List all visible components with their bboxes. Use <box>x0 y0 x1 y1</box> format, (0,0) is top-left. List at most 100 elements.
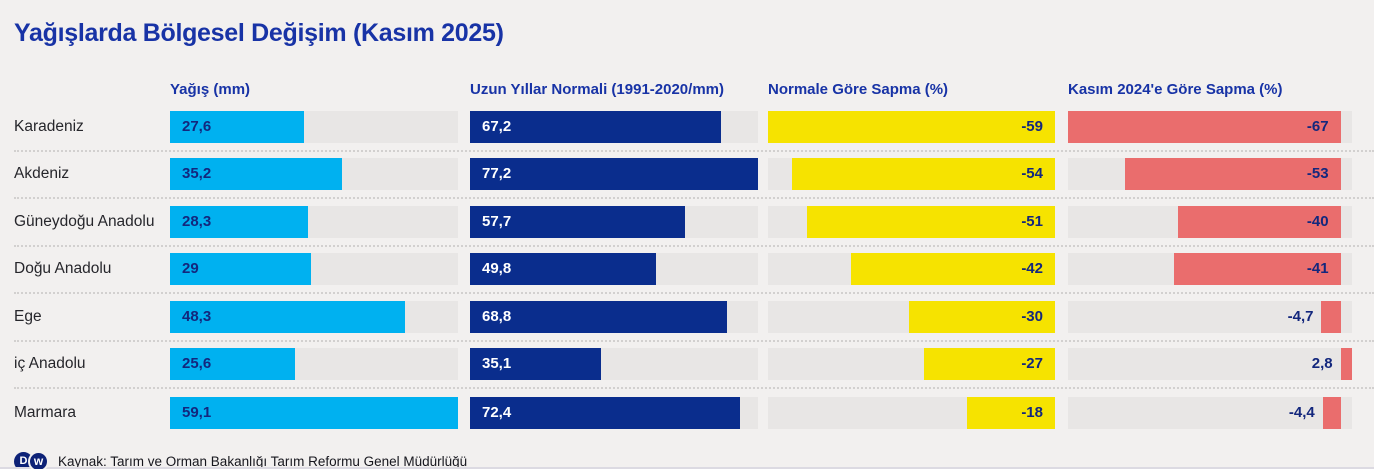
bar-track: 28,3 <box>170 205 458 238</box>
bar <box>170 253 312 286</box>
bar-track: -4,4 <box>1068 396 1352 429</box>
bar-track: -41 <box>1068 253 1352 286</box>
bar-track: 27,6 <box>170 110 458 143</box>
bar <box>470 205 686 238</box>
page-title: Yağışlarda Bölgesel Değişim (Kasım 2025) <box>14 19 504 47</box>
bar-value-label: 35,2 <box>182 165 212 183</box>
bar-value-label: -4,4 <box>1288 403 1315 421</box>
table-row: Doğu Anadolu 29 49,8 -42 -41 <box>14 247 1374 294</box>
bar-value-label: -53 <box>1306 165 1329 183</box>
bar-track: -54 <box>768 158 1055 191</box>
bar-value-label: 49,8 <box>482 260 512 278</box>
bar-track: -53 <box>1068 158 1352 191</box>
bar <box>1068 110 1341 143</box>
region-label: Marmara <box>14 403 77 421</box>
bar <box>470 158 758 191</box>
table-row: Güneydoğu Anadolu 28,3 57,7 -51 -40 <box>14 199 1374 247</box>
region-label: Karadeniz <box>14 117 84 135</box>
bar-value-label: 67,2 <box>482 117 512 135</box>
bar-value-label: 57,7 <box>482 212 512 230</box>
dw-logo-w: w <box>28 450 49 469</box>
bar <box>170 300 406 333</box>
bar-track: -40 <box>1068 205 1352 238</box>
bar <box>1173 253 1341 286</box>
bar <box>470 396 741 429</box>
table-row: Marmara 59,1 72,4 -18 -4,4 <box>14 389 1374 437</box>
bar-value-label: -41 <box>1306 260 1329 278</box>
column-header-sapma-2024: Kasım 2024'e Göre Sapma (%) <box>1068 81 1283 98</box>
bar <box>170 110 305 143</box>
bar <box>923 348 1055 381</box>
bar <box>470 348 601 381</box>
bar-track: 72,4 <box>470 396 758 429</box>
bar-track: 68,8 <box>470 300 758 333</box>
bar-value-label: -30 <box>1021 307 1043 325</box>
bar-value-label: -4,7 <box>1287 307 1314 325</box>
bar-track: -51 <box>768 205 1055 238</box>
bar-track: 49,8 <box>470 253 758 286</box>
bar <box>470 300 727 333</box>
bar-track: 59,1 <box>170 396 458 429</box>
bar-track: 2,8 <box>1068 348 1352 381</box>
bar <box>1177 205 1341 238</box>
bar-track: -59 <box>768 110 1055 143</box>
bar-track: 77,2 <box>470 158 758 191</box>
bar <box>967 396 1055 429</box>
bar-track: -18 <box>768 396 1055 429</box>
bar-value-label: 29 <box>182 260 199 278</box>
bar-track: 67,2 <box>470 110 758 143</box>
bar-value-label: -51 <box>1021 212 1043 230</box>
bar-value-label: -18 <box>1021 403 1043 421</box>
bar-value-label: -67 <box>1306 117 1329 135</box>
bar-track: 57,7 <box>470 205 758 238</box>
bar <box>768 110 1055 143</box>
bar-value-label: 59,1 <box>182 403 212 421</box>
table-row: Karadeniz 27,6 67,2 -59 -67 <box>14 104 1374 152</box>
region-label: Ege <box>14 307 42 325</box>
bar-track: 35,1 <box>470 348 758 381</box>
region-label: Akdeniz <box>14 165 70 183</box>
bar-track: 25,6 <box>170 348 458 381</box>
bar-value-label: 27,6 <box>182 117 212 135</box>
bar-value-label: 2,8 <box>1311 355 1333 373</box>
bar <box>1340 348 1352 381</box>
bar <box>806 205 1055 238</box>
bar-track: -67 <box>1068 110 1352 143</box>
bar <box>170 396 458 429</box>
bar <box>170 205 308 238</box>
bar-value-label: -54 <box>1021 165 1043 183</box>
bar <box>470 253 656 286</box>
bar-value-label: -59 <box>1021 117 1043 135</box>
dw-logo-icon: D w <box>14 450 49 469</box>
column-headers: Yağış (mm) Uzun Yıllar Normali (1991-202… <box>14 76 1374 98</box>
footer: D w Kaynak: Tarım ve Orman Bakanlığı Tar… <box>14 450 1374 469</box>
bar-value-label: 48,3 <box>182 307 212 325</box>
bar-value-label: -27 <box>1021 355 1043 373</box>
bar-value-label: 77,2 <box>482 165 512 183</box>
bar <box>1124 158 1341 191</box>
bar <box>1322 396 1341 429</box>
bar <box>1321 300 1341 333</box>
table-row: Akdeniz 35,2 77,2 -54 -53 <box>14 152 1374 199</box>
chart-rows: Karadeniz 27,6 67,2 -59 -67 Akdeniz 35,2 77,2 -5… <box>14 104 1374 437</box>
region-label: Güneydoğu Anadolu <box>14 212 155 230</box>
bar-value-label: 25,6 <box>182 355 212 373</box>
bar-track: -4,7 <box>1068 300 1352 333</box>
bar <box>470 110 721 143</box>
table-row: iç Anadolu 25,6 35,1 -27 2,8 <box>14 342 1374 389</box>
bar <box>170 158 342 191</box>
bar-value-label: 35,1 <box>482 355 512 373</box>
bar <box>792 158 1055 191</box>
bar-value-label: 68,8 <box>482 307 512 325</box>
column-header-yagis: Yağış (mm) <box>170 81 251 98</box>
bar-value-label: 28,3 <box>182 212 212 230</box>
bar <box>850 253 1055 286</box>
bar-value-label: -40 <box>1306 212 1329 230</box>
bar-track: 48,3 <box>170 300 458 333</box>
bar-track: -42 <box>768 253 1055 286</box>
bar-value-label: -42 <box>1021 260 1043 278</box>
source-text: Kaynak: Tarım ve Orman Bakanlığı Tarım R… <box>58 453 468 469</box>
bar-track: 35,2 <box>170 158 458 191</box>
column-header-normal: Uzun Yıllar Normali (1991-2020/mm) <box>470 81 724 98</box>
